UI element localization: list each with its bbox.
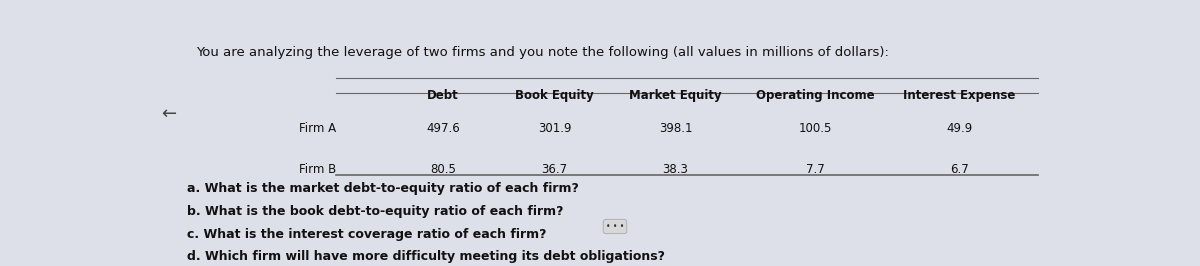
Text: Operating Income: Operating Income: [756, 89, 875, 102]
Text: c. What is the interest coverage ratio of each firm?: c. What is the interest coverage ratio o…: [187, 227, 547, 240]
Text: 36.7: 36.7: [541, 163, 568, 176]
Text: Interest Expense: Interest Expense: [902, 89, 1015, 102]
Text: 7.7: 7.7: [805, 163, 824, 176]
Text: b. What is the book debt-to-equity ratio of each firm?: b. What is the book debt-to-equity ratio…: [187, 205, 564, 218]
Text: Firm B: Firm B: [299, 163, 336, 176]
Text: Debt: Debt: [427, 89, 458, 102]
Text: 497.6: 497.6: [426, 122, 460, 135]
Text: a. What is the market debt-to-equity ratio of each firm?: a. What is the market debt-to-equity rat…: [187, 182, 580, 196]
Text: 80.5: 80.5: [430, 163, 456, 176]
Text: 38.3: 38.3: [662, 163, 689, 176]
Text: 6.7: 6.7: [949, 163, 968, 176]
Text: Market Equity: Market Equity: [629, 89, 721, 102]
Text: You are analyzing the leverage of two firms and you note the following (all valu: You are analyzing the leverage of two fi…: [197, 46, 889, 59]
Text: ←: ←: [161, 105, 176, 123]
Text: 398.1: 398.1: [659, 122, 692, 135]
Text: Book Equity: Book Equity: [515, 89, 594, 102]
Text: 100.5: 100.5: [798, 122, 832, 135]
Text: 301.9: 301.9: [538, 122, 571, 135]
Text: • • •: • • •: [606, 222, 624, 231]
Text: d. Which firm will have more difficulty meeting its debt obligations?: d. Which firm will have more difficulty …: [187, 250, 665, 263]
Text: Firm A: Firm A: [299, 122, 336, 135]
Text: 49.9: 49.9: [946, 122, 972, 135]
